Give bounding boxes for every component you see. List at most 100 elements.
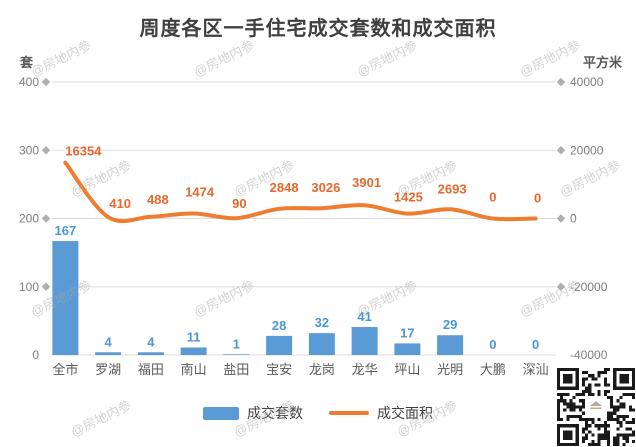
qr-module [585, 371, 589, 375]
qr-module [581, 402, 586, 406]
qr-module [613, 436, 617, 440]
category-label: 光明 [437, 362, 463, 377]
qr-module [603, 371, 607, 375]
qr-module [557, 405, 561, 409]
qr-module [616, 442, 620, 446]
right-axis-tick-label: 40000 [570, 75, 604, 89]
left-axis-tick-label: 200 [19, 212, 39, 226]
line-value-label: 1425 [394, 190, 423, 205]
qr-module [603, 427, 607, 431]
qr-module [572, 402, 576, 406]
qr-module [581, 383, 586, 387]
bar [223, 354, 250, 355]
qr-module [572, 414, 576, 418]
qr-module [606, 424, 611, 428]
bar-series-group [52, 241, 464, 355]
category-label: 宝安 [266, 362, 292, 377]
qr-module [569, 399, 573, 403]
qr-module [560, 417, 564, 422]
qr-module [578, 405, 582, 409]
qr-module [578, 414, 582, 418]
legend-label-area: 成交面积 [377, 405, 433, 421]
line-series-path [63, 160, 538, 224]
category-label: 大鹏 [480, 362, 506, 377]
qr-module [610, 411, 614, 415]
line-value-label: 16354 [65, 144, 102, 159]
qr-module [610, 396, 614, 400]
qr-module [563, 399, 567, 403]
qr-module [563, 374, 573, 384]
line-series-swatch [329, 411, 369, 415]
line-value-label: 0 [534, 191, 541, 206]
bar [266, 335, 293, 355]
qr-module [597, 389, 601, 393]
qr-module [606, 396, 611, 400]
line-value-label: 2848 [270, 180, 299, 195]
right-tick-diamond [556, 146, 566, 155]
left-tick-diamond [41, 282, 51, 291]
qr-module [581, 439, 586, 443]
qr-module [619, 402, 623, 406]
qr-module [591, 421, 595, 425]
qr-module [622, 433, 626, 437]
qr-module [628, 392, 632, 397]
qr-module [594, 424, 598, 428]
category-label: 南山 [181, 362, 207, 377]
line-value-label: 3026 [311, 180, 340, 195]
right-axis-tick-label: 0 [570, 212, 577, 226]
qr-module [591, 392, 595, 397]
qr-module [603, 424, 607, 428]
qr-module [616, 408, 620, 412]
line-value-label: 3901 [352, 175, 381, 190]
qr-module [591, 433, 595, 437]
qr-module [563, 392, 567, 397]
category-label: 龙岗 [309, 362, 335, 377]
qr-module [606, 414, 611, 418]
qr-module [631, 417, 635, 422]
qr-module [600, 424, 604, 428]
category-label: 罗湖 [95, 362, 121, 377]
qr-module [631, 396, 635, 400]
qr-module [585, 386, 589, 390]
qr-module [616, 399, 620, 403]
qr-center-logo [589, 401, 603, 409]
category-label: 全市 [52, 362, 78, 377]
qr-module [597, 433, 601, 437]
bar [95, 352, 122, 355]
left-axis-tick-label: 300 [19, 143, 39, 157]
qr-module [606, 436, 611, 440]
qr-module [588, 389, 592, 393]
qr-module [597, 371, 601, 375]
qr-module [569, 405, 573, 409]
qr-module [581, 389, 586, 393]
qr-module [600, 433, 604, 437]
qr-module [600, 436, 604, 440]
qr-module [588, 392, 592, 397]
qr-module [613, 439, 617, 443]
qr-module [631, 408, 635, 412]
qr-module [628, 408, 632, 412]
qr-module [581, 417, 586, 422]
line-value-label: 90 [232, 196, 246, 211]
qr-module [581, 411, 586, 415]
qr-module [622, 414, 626, 418]
qr-module [585, 417, 589, 422]
qr-module [616, 427, 620, 431]
bar-series-swatch [203, 406, 239, 420]
qr-module [625, 433, 629, 437]
qr-module [575, 405, 579, 409]
qr-module [572, 405, 576, 409]
qr-module [588, 442, 592, 446]
qr-module [610, 402, 614, 406]
qr-module [566, 405, 570, 409]
left-axis-tick-label: 0 [32, 348, 39, 362]
qr-module [603, 383, 607, 387]
qr-module [557, 399, 561, 403]
qr-module [591, 377, 595, 381]
qr-module [557, 411, 561, 415]
qr-code [557, 367, 635, 447]
qr-module [585, 436, 589, 440]
qr-module [625, 436, 629, 440]
